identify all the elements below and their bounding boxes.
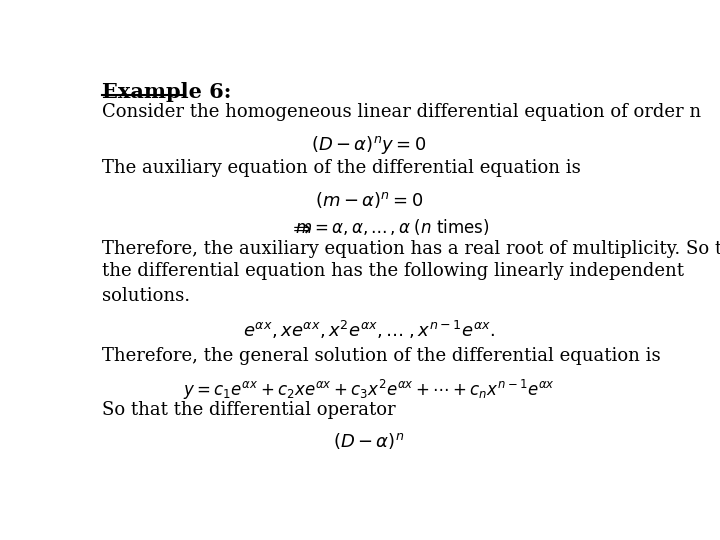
Text: solutions.: solutions. bbox=[102, 287, 190, 305]
Text: $(D-\alpha)^{n} y = 0$: $(D-\alpha)^{n} y = 0$ bbox=[311, 134, 427, 156]
Text: Therefore, the general solution of the differential equation is: Therefore, the general solution of the d… bbox=[102, 347, 660, 364]
Text: $\Rightarrow$: $\Rightarrow$ bbox=[287, 217, 312, 239]
Text: So that the differential operator: So that the differential operator bbox=[102, 401, 395, 418]
Text: $m = \alpha, \alpha, \ldots\, ,\alpha \; (n \text{ times})$: $m = \alpha, \alpha, \ldots\, ,\alpha \;… bbox=[295, 217, 490, 237]
Text: Example 6:: Example 6: bbox=[102, 82, 231, 102]
Text: Consider the homogeneous linear differential equation of order n: Consider the homogeneous linear differen… bbox=[102, 103, 701, 122]
Text: $(D-\alpha)^{n}$: $(D-\alpha)^{n}$ bbox=[333, 431, 405, 451]
Text: the differential equation has the following linearly independent: the differential equation has the follow… bbox=[102, 262, 683, 280]
Text: $e^{\alpha x}, xe^{\alpha x}, x^{2}e^{\alpha x}, \ldots\; , x^{n-1}e^{\alpha x}.: $e^{\alpha x}, xe^{\alpha x}, x^{2}e^{\a… bbox=[243, 319, 495, 341]
Text: $y = c_{1}e^{\alpha x} + c_{2}xe^{\alpha x} + c_{3}x^{2}e^{\alpha x} + \cdots + : $y = c_{1}e^{\alpha x} + c_{2}xe^{\alpha… bbox=[183, 377, 555, 402]
Text: $(m-\alpha)^{n} = 0$: $(m-\alpha)^{n} = 0$ bbox=[315, 190, 423, 210]
Text: The auxiliary equation of the differential equation is: The auxiliary equation of the differenti… bbox=[102, 159, 580, 177]
Text: Therefore, the auxiliary equation has a real root of multiplicity. So that: Therefore, the auxiliary equation has a … bbox=[102, 240, 720, 258]
